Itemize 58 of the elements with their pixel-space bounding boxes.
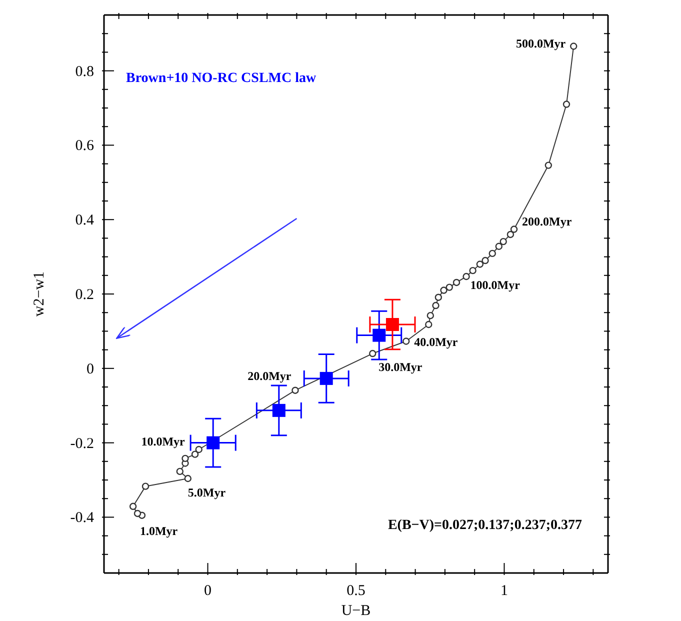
point	[134, 510, 142, 518]
point	[488, 250, 496, 258]
point	[476, 260, 484, 268]
point	[425, 320, 432, 328]
x-tick-label: 0	[204, 583, 212, 599]
annotation: 10.0Myr	[141, 434, 186, 448]
point	[426, 312, 434, 320]
annotation: 1.0Myr	[140, 524, 178, 538]
point	[544, 162, 552, 169]
point	[506, 230, 514, 238]
point	[142, 482, 150, 490]
point	[432, 302, 440, 310]
point	[446, 284, 453, 291]
point	[369, 350, 376, 358]
point	[129, 502, 137, 510]
y-tick-label: 0.4	[75, 212, 94, 229]
annotation: 200.0Myr	[522, 214, 572, 229]
point	[562, 100, 570, 108]
point	[469, 266, 476, 274]
point	[292, 386, 299, 394]
annotation: 30.0Myr	[378, 360, 423, 374]
point	[452, 278, 460, 286]
y-tick-label: 0.6	[75, 138, 94, 154]
y-tick-label: -0.4	[70, 510, 94, 526]
y-tick-label: 0	[86, 361, 94, 378]
point	[206, 436, 220, 450]
annotation: E(B−V)=0.027;0.137;0.237;0.377	[388, 518, 582, 533]
annotation: Brown+10 NO-RC CSLMC law	[126, 71, 318, 86]
point	[184, 474, 192, 482]
point	[440, 286, 448, 294]
point	[510, 226, 518, 233]
point	[386, 318, 399, 332]
point	[191, 450, 199, 458]
annotation: 20.0Myr	[248, 369, 292, 384]
point	[462, 272, 470, 280]
point	[434, 294, 442, 301]
y-tick-label: 0.2	[75, 287, 94, 303]
x-tick-label: 1	[500, 583, 508, 599]
annotation: 500.0Myr	[516, 36, 566, 50]
point	[320, 372, 333, 385]
y-axis-title: w2−w1	[31, 271, 48, 317]
point	[482, 256, 489, 264]
point	[500, 238, 507, 246]
annotation: 100.0Myr	[470, 278, 521, 292]
x-axis-title: U−B	[341, 603, 371, 619]
annotation: 40.0Myr	[414, 334, 458, 349]
point	[402, 338, 410, 345]
point	[195, 446, 202, 454]
point	[570, 42, 578, 50]
point	[176, 468, 184, 476]
point	[272, 404, 286, 417]
annotation: 5.0Myr	[188, 485, 226, 500]
y-tick-label: 0.8	[75, 64, 94, 80]
x-tick-label: 0.5	[346, 583, 366, 599]
point	[182, 454, 189, 462]
y-tick-label: -0.2	[70, 436, 94, 452]
point	[372, 328, 386, 342]
point	[495, 242, 502, 250]
